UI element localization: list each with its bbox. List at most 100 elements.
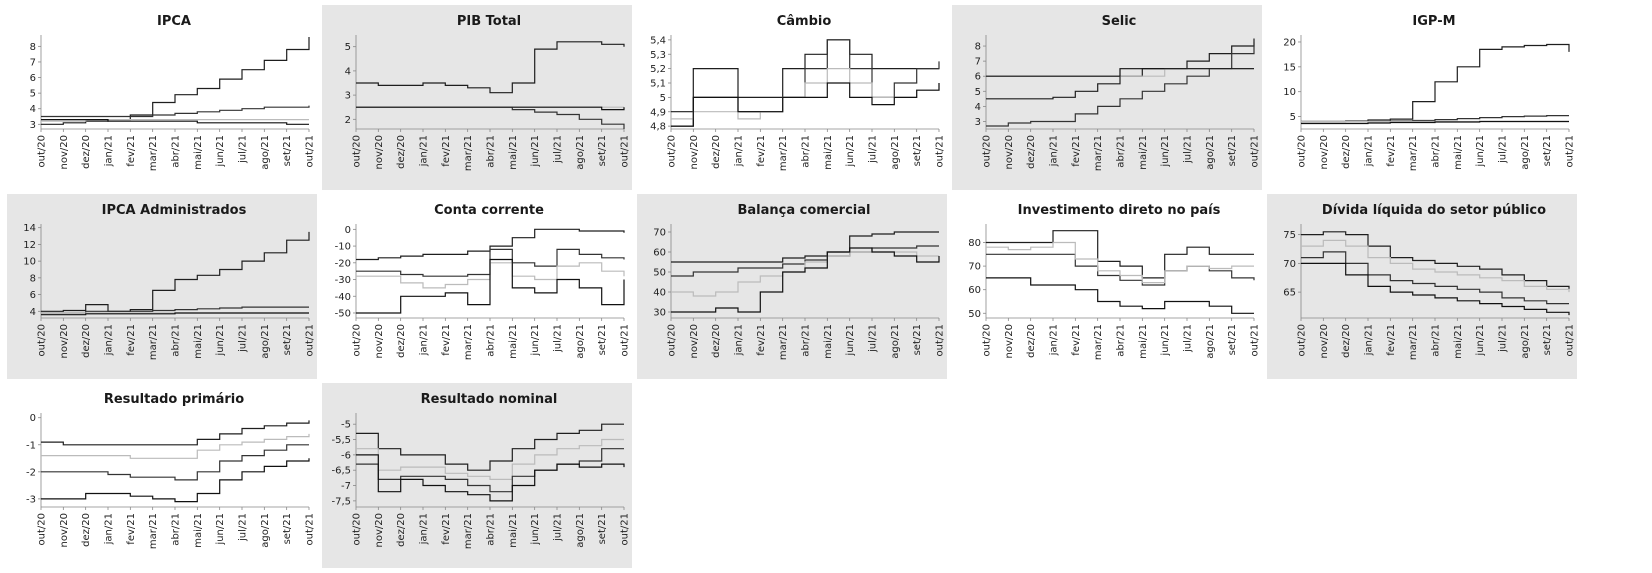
x-tick-label: abr/21 xyxy=(801,135,812,168)
y-tick-label: 15 xyxy=(1283,62,1296,73)
x-tick-label: abr/21 xyxy=(171,135,182,168)
x-tick-label: mai/21 xyxy=(193,135,204,170)
y-tick-label: -20 xyxy=(335,258,351,269)
y-tick-label: 5 xyxy=(30,89,36,100)
y-tick-label: 5 xyxy=(975,87,981,98)
x-tick-label: out/21 xyxy=(620,324,631,356)
x-tick-label: out/21 xyxy=(935,135,946,167)
chart-title: Selic xyxy=(1102,14,1137,29)
x-tick-label: ago/21 xyxy=(260,513,271,548)
x-tick-label: set/21 xyxy=(912,135,923,166)
x-tick-label: jun/21 xyxy=(845,324,856,357)
x-tick-label: jan/21 xyxy=(419,135,430,167)
x-tick-label: out/20 xyxy=(352,513,363,545)
x-tick-label: mai/21 xyxy=(823,135,834,170)
x-tick-label: mai/21 xyxy=(508,513,519,548)
x-tick-label: fev/21 xyxy=(441,513,452,545)
x-tick-label: jul/21 xyxy=(868,135,879,164)
chart-title: Conta corrente xyxy=(434,203,544,218)
x-tick-label: out/21 xyxy=(1250,324,1261,356)
x-tick-label: fev/21 xyxy=(126,324,137,356)
y-tick-label: -7 xyxy=(341,481,351,492)
chart-panel: IPCA Administrados 4 6 8 10 12 14 out/20 nov/20 d… xyxy=(7,194,317,379)
x-tick-label: out/20 xyxy=(352,135,363,167)
chart-panel: Dívida líquida do setor público 65 70 75 out… xyxy=(1267,194,1577,379)
series-line-2 xyxy=(356,248,625,277)
series-line-4 xyxy=(356,258,625,314)
x-tick-label: dez/20 xyxy=(81,324,92,358)
chart-panel: Resultado nominal -7,5 -7 -6,5 -6 -5,5 -5 out/2… xyxy=(322,383,632,568)
y-tick-label: 0 xyxy=(345,225,351,236)
x-tick-label: jun/21 xyxy=(1160,324,1171,357)
x-tick-label: mar/21 xyxy=(1093,135,1104,171)
x-tick-label: nov/20 xyxy=(59,135,70,169)
x-tick-label: fev/21 xyxy=(441,324,452,356)
y-tick-label: -5 xyxy=(341,420,351,431)
x-tick-label: out/20 xyxy=(1297,324,1308,356)
series-line-2 xyxy=(1301,115,1569,123)
y-tick-label: 40 xyxy=(653,288,666,299)
x-tick-label: fev/21 xyxy=(1386,135,1397,167)
y-tick-label: 70 xyxy=(968,262,981,273)
x-tick-label: mar/21 xyxy=(148,513,159,549)
series-line-3 xyxy=(41,444,309,481)
y-tick-label: 5 xyxy=(660,93,666,104)
x-tick-label: out/20 xyxy=(982,324,993,356)
chart-svg: Resultado nominal -7,5 -7 -6,5 -6 -5,5 -5 out/2… xyxy=(331,392,630,549)
y-tick-label: 4,9 xyxy=(650,107,666,118)
y-tick-label: 80 xyxy=(968,238,981,249)
y-tick-label: -5,5 xyxy=(331,435,351,446)
chart-title: Investimento direto no país xyxy=(1018,203,1221,218)
series-line-1 xyxy=(41,231,310,312)
y-tick-label: 14 xyxy=(23,223,36,234)
chart-svg: Selic 3 4 5 6 7 8 out/20 nov/20 dez/20 jan/21 fev/2… xyxy=(975,14,1261,171)
x-tick-label: dez/20 xyxy=(81,135,92,169)
y-tick-label: 5 xyxy=(1290,112,1296,123)
x-tick-label: jan/21 xyxy=(419,324,430,356)
series-line-1 xyxy=(356,423,624,471)
x-tick-label: jan/21 xyxy=(734,324,745,356)
y-tick-label: 4 xyxy=(345,66,351,77)
y-tick-label: 0 xyxy=(30,413,36,424)
x-tick-label: mai/21 xyxy=(823,324,834,359)
series-line-4 xyxy=(41,312,309,316)
x-tick-label: jan/21 xyxy=(104,513,115,545)
series-line-4 xyxy=(1301,120,1569,125)
x-tick-label: jan/21 xyxy=(104,135,115,167)
chart-title: IPCA xyxy=(157,14,191,29)
x-tick-label: jan/21 xyxy=(419,513,430,545)
x-tick-label: ago/21 xyxy=(260,135,271,170)
series-line-4 xyxy=(986,68,1254,77)
y-tick-label: -30 xyxy=(335,275,351,286)
chart-title: Dívida líquida do setor público xyxy=(1322,203,1546,218)
x-tick-label: jun/21 xyxy=(530,324,541,357)
x-tick-label: mar/21 xyxy=(148,324,159,360)
series-line-1 xyxy=(986,230,1254,279)
x-tick-label: dez/20 xyxy=(396,513,407,547)
y-tick-label: 10 xyxy=(1283,87,1296,98)
chart-title: Câmbio xyxy=(777,14,832,29)
x-tick-label: out/20 xyxy=(667,135,678,167)
y-tick-label: -40 xyxy=(335,292,351,303)
x-tick-label: out/21 xyxy=(1565,135,1576,167)
series-line-4 xyxy=(41,458,310,503)
x-tick-label: out/20 xyxy=(37,135,48,167)
series-line-2 xyxy=(671,245,939,277)
x-tick-label: fev/21 xyxy=(1071,135,1082,167)
x-tick-label: jul/21 xyxy=(238,324,249,353)
chart-svg: IGP-M 5 10 15 20 out/20 nov/20 dez/20 jan/21 fev/… xyxy=(1283,14,1576,171)
x-tick-label: out/20 xyxy=(982,135,993,167)
series-line-1 xyxy=(1301,43,1570,123)
series-line-2 xyxy=(41,433,310,459)
x-tick-label: jul/21 xyxy=(1183,324,1194,353)
series-line-3 xyxy=(356,262,625,289)
series-line-3 xyxy=(1301,251,1569,305)
y-tick-label: 7 xyxy=(30,57,36,68)
x-tick-label: abr/21 xyxy=(486,513,497,546)
x-tick-label: jun/21 xyxy=(1475,135,1486,168)
x-tick-label: ago/21 xyxy=(1205,324,1216,359)
y-tick-label: 4 xyxy=(30,307,36,318)
y-tick-label: 8 xyxy=(30,42,36,53)
x-tick-label: dez/20 xyxy=(1026,324,1037,358)
x-tick-label: out/21 xyxy=(305,135,316,167)
